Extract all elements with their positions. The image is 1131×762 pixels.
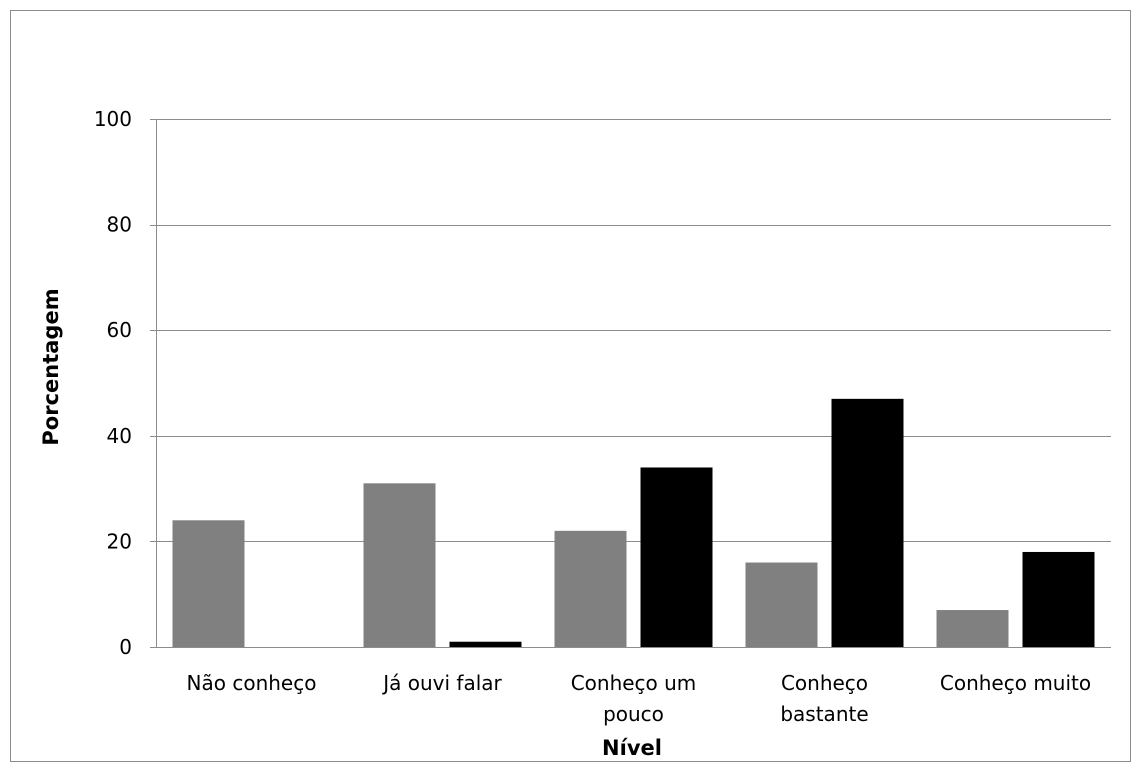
chart-border [10, 10, 1131, 762]
bar-1 [745, 562, 818, 647]
bar-1 [172, 520, 245, 647]
bar-2 [640, 467, 713, 647]
y-tick-label: 60 [107, 318, 132, 342]
axes [156, 119, 1111, 648]
y-tick-label: 0 [119, 635, 132, 659]
y-axis-title: Porcentagem [39, 288, 63, 445]
x-tick-label: Conheço bastante [780, 671, 868, 726]
bar-2 [449, 641, 522, 647]
x-tick-label: Conheço muito [940, 671, 1091, 695]
y-tick-label: 20 [107, 529, 132, 553]
y-tick-label: 40 [107, 424, 132, 448]
y-tick-label: 100 [94, 107, 132, 131]
y-tick-label: 80 [107, 213, 132, 237]
x-tick-label: Conheço um pouco [571, 671, 697, 726]
x-tick-label: Não conheço [187, 671, 317, 695]
bar-2 [1022, 551, 1095, 647]
bar-1 [936, 610, 1009, 647]
labels: 0 20 40 60 80 100 Não conheço Já ouvi falar Conh… [94, 107, 1091, 726]
bar-1 [554, 530, 627, 647]
x-tick-label: Já ouvi falar [381, 671, 502, 695]
bar-1 [363, 483, 436, 647]
bar-2 [831, 398, 904, 647]
x-axis-title: Nível [602, 736, 662, 760]
bars [172, 398, 1095, 647]
gridlines [150, 119, 1111, 648]
